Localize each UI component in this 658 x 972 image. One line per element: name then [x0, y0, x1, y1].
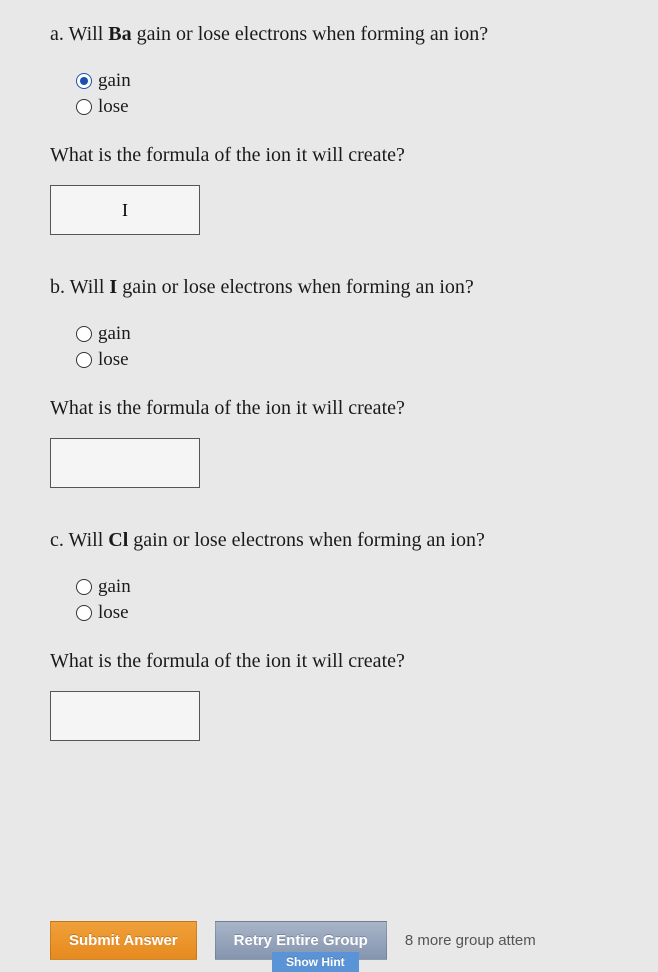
question-a: a. Will Ba gain or lose electrons when f…	[50, 20, 628, 235]
question-c-suffix: gain or lose electrons when forming an i…	[128, 529, 485, 551]
option-b-lose[interactable]: lose	[76, 349, 628, 371]
option-c-lose[interactable]: lose	[76, 602, 628, 624]
question-b-prefix: b. Will	[50, 276, 109, 298]
formula-input-b[interactable]	[50, 438, 200, 488]
question-b-text: b. Will I gain or lose electrons when fo…	[50, 273, 628, 301]
question-b-suffix: gain or lose electrons when forming an i…	[117, 276, 474, 298]
option-b-gain-label: gain	[98, 323, 131, 345]
question-a-prefix: a. Will	[50, 23, 108, 45]
radio-selected-icon	[76, 73, 92, 89]
formula-input-a[interactable]	[50, 185, 200, 235]
option-b-gain[interactable]: gain	[76, 323, 628, 345]
question-b-options: gain lose	[76, 323, 628, 371]
question-a-text: a. Will Ba gain or lose electrons when f…	[50, 20, 628, 48]
show-hint-button[interactable]: Show Hint	[272, 952, 359, 972]
question-c-prefix: c. Will	[50, 529, 108, 551]
question-b: b. Will I gain or lose electrons when fo…	[50, 273, 628, 488]
option-b-lose-label: lose	[98, 349, 129, 371]
option-a-lose[interactable]: lose	[76, 96, 628, 118]
question-c-sub: What is the formula of the ion it will c…	[50, 650, 628, 673]
question-c-element: Cl	[108, 529, 128, 551]
question-b-sub: What is the formula of the ion it will c…	[50, 397, 628, 420]
question-a-suffix: gain or lose electrons when forming an i…	[132, 23, 489, 45]
radio-unselected-icon	[76, 352, 92, 368]
attempts-remaining: 8 more group attem	[405, 932, 536, 949]
question-a-sub: What is the formula of the ion it will c…	[50, 144, 628, 167]
submit-button[interactable]: Submit Answer	[50, 921, 197, 960]
option-a-lose-label: lose	[98, 96, 129, 118]
question-a-element: Ba	[108, 23, 131, 45]
option-a-gain-label: gain	[98, 70, 131, 92]
option-c-lose-label: lose	[98, 602, 129, 624]
radio-unselected-icon	[76, 605, 92, 621]
option-c-gain[interactable]: gain	[76, 576, 628, 598]
option-c-gain-label: gain	[98, 576, 131, 598]
radio-unselected-icon	[76, 99, 92, 115]
formula-input-c[interactable]	[50, 691, 200, 741]
question-a-options: gain lose	[76, 70, 628, 118]
question-c-text: c. Will Cl gain or lose electrons when f…	[50, 526, 628, 554]
question-c-options: gain lose	[76, 576, 628, 624]
question-c: c. Will Cl gain or lose electrons when f…	[50, 526, 628, 741]
radio-unselected-icon	[76, 579, 92, 595]
radio-unselected-icon	[76, 326, 92, 342]
option-a-gain[interactable]: gain	[76, 70, 628, 92]
